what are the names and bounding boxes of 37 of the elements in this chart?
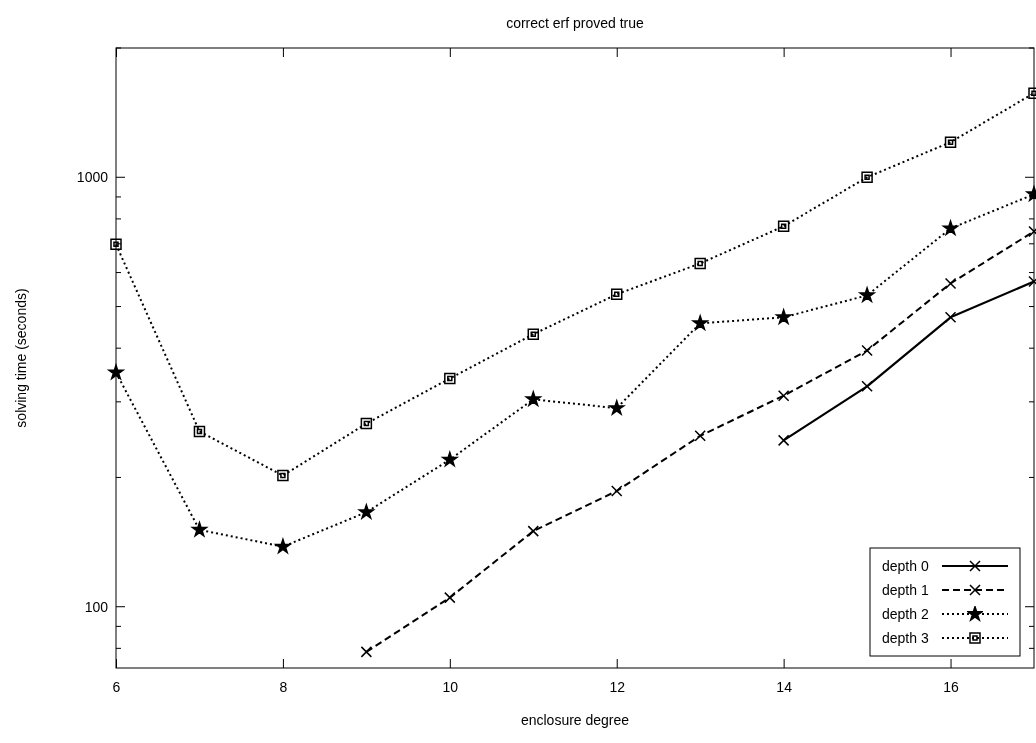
point — [942, 220, 959, 236]
chart-title: correct erf proved true — [506, 15, 645, 31]
point — [859, 287, 875, 302]
point — [775, 309, 792, 324]
point — [275, 538, 291, 554]
point — [694, 257, 706, 270]
y-tick-label: 1000 — [76, 169, 109, 186]
x-tick-label: 6 — [112, 678, 121, 695]
legend-label: depth 1 — [882, 582, 929, 598]
point — [525, 391, 541, 407]
point — [444, 372, 456, 385]
y-axis-title: solving time (seconds) — [13, 288, 29, 428]
legend-label: depth 2 — [882, 606, 929, 622]
point — [527, 328, 540, 340]
point — [442, 451, 458, 467]
point — [110, 238, 122, 251]
x-tick-label: 12 — [609, 678, 626, 695]
x-tick-label: 16 — [943, 678, 960, 695]
point — [861, 171, 873, 184]
point — [193, 425, 206, 438]
point — [692, 315, 708, 330]
legend-label: depth 0 — [882, 558, 929, 574]
x-tick-label: 14 — [776, 678, 793, 695]
legend-label: depth 3 — [882, 630, 929, 646]
point — [944, 136, 957, 148]
point — [358, 504, 375, 519]
point — [609, 400, 625, 415]
x-tick-label: 8 — [279, 678, 288, 695]
point — [191, 521, 208, 537]
point — [277, 469, 289, 482]
point — [360, 417, 373, 430]
point — [108, 364, 124, 380]
x-axis-title: enclosure degree — [520, 712, 630, 728]
y-tick-label: 100 — [84, 598, 109, 615]
point — [610, 288, 623, 301]
point — [777, 220, 790, 233]
x-tick-label: 10 — [442, 678, 459, 695]
